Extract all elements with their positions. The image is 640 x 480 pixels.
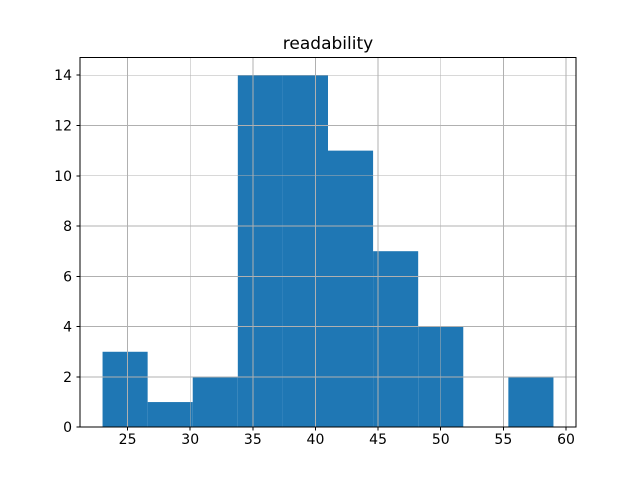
y-tick-label: 12: [54, 118, 72, 134]
x-tick-label: 60: [557, 432, 575, 448]
histogram-bar: [282, 75, 328, 428]
x-tick-label: 35: [244, 432, 262, 448]
y-tick-label: 10: [54, 169, 72, 185]
x-tick-label: 25: [119, 432, 137, 448]
y-tick-label: 6: [63, 269, 72, 285]
y-tick-label: 2: [63, 370, 72, 386]
histogram-bar: [237, 75, 283, 428]
x-tick-label: 40: [307, 432, 325, 448]
x-tick-label: 50: [432, 432, 450, 448]
y-tick-label: 14: [54, 68, 72, 84]
y-tick-label: 8: [63, 219, 72, 235]
histogram-bar: [328, 150, 374, 428]
histogram-bar: [508, 376, 554, 428]
y-tick-label: 4: [63, 320, 72, 336]
chart-title: readability: [282, 34, 374, 54]
plot-border: [79, 57, 577, 428]
histogram-bar: [373, 251, 419, 428]
x-tick-label: 30: [181, 432, 199, 448]
x-tick-label: 45: [369, 432, 387, 448]
y-tick-label: 0: [63, 420, 72, 436]
histogram-bar: [147, 402, 193, 428]
x-tick-label: 55: [494, 432, 512, 448]
histogram-bar: [102, 351, 148, 428]
histogram-bar: [192, 376, 238, 428]
